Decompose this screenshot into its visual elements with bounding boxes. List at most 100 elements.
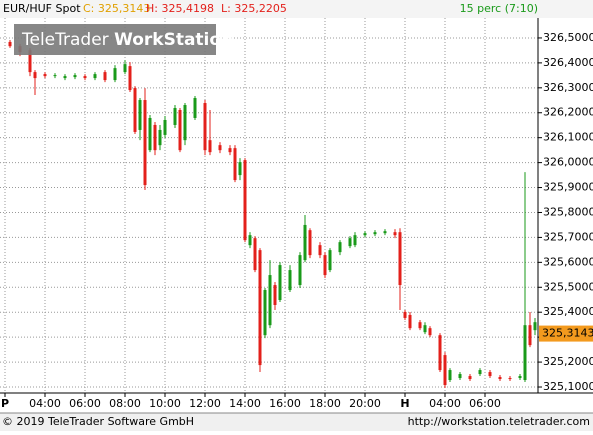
candle-body: [393, 232, 397, 236]
x-tick-label: 10:00: [149, 397, 181, 410]
y-tick-label: 325,6000: [543, 255, 593, 268]
candle-body: [438, 335, 442, 371]
candle-body: [253, 238, 257, 271]
candle-body: [443, 355, 447, 386]
candle-body: [43, 74, 47, 77]
x-tick-label: 04:00: [29, 397, 61, 410]
candle-body: [133, 88, 137, 132]
candle-body: [263, 290, 267, 336]
high-label: H: 325,4198: [146, 2, 214, 15]
candle-body: [323, 255, 327, 276]
candle-body: [238, 162, 242, 176]
candle-body: [203, 103, 207, 151]
last-price-label: 325,3143: [542, 327, 593, 340]
x-tick-label: 04:00: [429, 397, 461, 410]
watermark: TeleTrader WorkStation: [21, 30, 233, 50]
candle-body: [33, 72, 37, 79]
x-tick-label: 06:00: [469, 397, 501, 410]
candle-body: [523, 325, 527, 381]
x-tick-label: 12:00: [189, 397, 221, 410]
candle-body: [288, 270, 292, 291]
candle-body: [248, 235, 252, 246]
candle-body: [353, 235, 357, 246]
y-tick-label: 325,2000: [543, 355, 593, 368]
candle-body: [308, 230, 312, 256]
candle-body: [338, 242, 342, 253]
candle-body: [423, 325, 427, 333]
candle-body: [173, 108, 177, 125]
candle-body: [218, 145, 222, 151]
candle-body: [228, 148, 232, 153]
candle-body: [268, 275, 272, 326]
candle-body: [83, 76, 87, 79]
candle-body: [113, 68, 117, 81]
y-tick-label: 325,4000: [543, 305, 593, 318]
copyright: © 2019 TeleTrader Software GmbH: [2, 415, 194, 428]
candle-body: [303, 224, 307, 261]
candle-body: [178, 110, 182, 151]
candle-body: [398, 232, 402, 286]
y-tick-label: 326,2000: [543, 106, 593, 119]
candle-body: [528, 325, 532, 346]
y-tick-label: 326,0000: [543, 156, 593, 169]
candle-body: [158, 129, 162, 146]
candle-body: [233, 148, 237, 181]
candle-body: [403, 311, 407, 318]
candle-body: [468, 376, 472, 380]
watermark-product: WorkStation: [114, 30, 233, 50]
candle-body: [533, 322, 537, 331]
last-price-box: [539, 325, 593, 342]
x-tick-label: H: [400, 397, 409, 410]
candle-body: [498, 377, 502, 380]
candle-body: [153, 124, 157, 151]
header-bar: [0, 0, 593, 18]
plot-area: 325,1000325,2000325,3000325,4000325,5000…: [0, 18, 593, 410]
candle-body: [208, 140, 212, 153]
y-tick-label: 325,9000: [543, 181, 593, 194]
candle-body: [103, 72, 107, 81]
x-tick-label: P: [1, 397, 9, 410]
candle-body: [273, 285, 277, 305]
candle-body: [428, 328, 432, 336]
y-tick-label: 325,7000: [543, 230, 593, 243]
candle-body: [408, 314, 412, 329]
candle-body: [93, 74, 97, 79]
footer-bar: [0, 413, 593, 431]
candle-body: [348, 238, 352, 247]
candle-body: [363, 233, 367, 236]
candle-body: [128, 66, 132, 91]
candle-body: [143, 100, 147, 186]
y-tick-label: 325,1000: [543, 380, 593, 393]
y-tick-label: 325,5000: [543, 280, 593, 293]
candle-body: [28, 50, 32, 73]
y-tick-label: 326,3000: [543, 81, 593, 94]
candle-body: [8, 41, 12, 47]
candle-body: [478, 370, 482, 375]
watermark-box: [14, 24, 216, 55]
low-label: L: 325,2205: [221, 2, 287, 15]
x-tick-label: 16:00: [269, 397, 301, 410]
x-tick-label: 08:00: [109, 397, 141, 410]
y-tick-label: 325,8000: [543, 205, 593, 218]
x-tick-label: 06:00: [69, 397, 101, 410]
candle-body: [278, 265, 282, 300]
candle-body: [123, 64, 127, 73]
candle-body: [458, 374, 462, 379]
candle-body: [508, 378, 512, 380]
symbol: EUR/HUF Spot: [3, 2, 81, 15]
candle-body: [488, 372, 492, 377]
candle-body: [183, 105, 187, 141]
candle-body: [448, 370, 452, 381]
y-tick-label: 326,1000: [543, 131, 593, 144]
candle-body: [138, 100, 142, 130]
candle-body: [163, 119, 167, 135]
candle-body: [418, 322, 422, 329]
candle-body: [328, 250, 332, 271]
candle-body: [383, 231, 387, 234]
watermark-brand: TeleTrader: [21, 30, 109, 50]
candle-body: [148, 117, 152, 151]
candle-body: [243, 160, 247, 241]
y-tick-label: 326,5000: [543, 31, 593, 44]
url: http://workstation.teletrader.com: [408, 415, 590, 428]
